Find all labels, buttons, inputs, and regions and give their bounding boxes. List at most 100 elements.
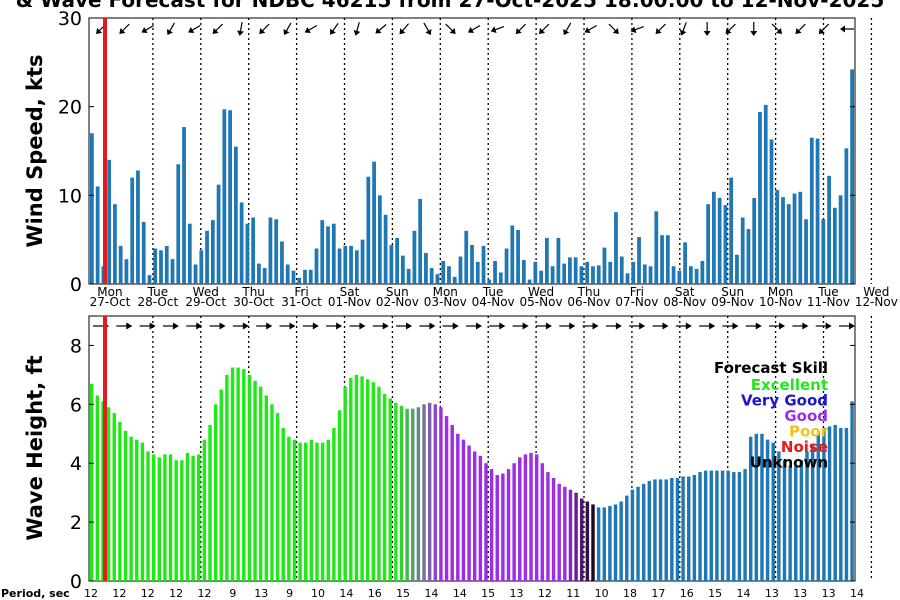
- wave-bar: [703, 470, 708, 581]
- wind-bar: [216, 184, 221, 284]
- wind-arrow: [467, 24, 481, 34]
- wave-bar: [844, 427, 849, 581]
- wind-arrow: [795, 23, 806, 34]
- wind-bar: [763, 104, 768, 284]
- wind-y-axis-label: Wind Speed, kts: [23, 54, 47, 247]
- wave-bar: [349, 377, 353, 581]
- wind-arrow: [283, 22, 292, 36]
- wave-bar: [444, 416, 449, 581]
- wind-bar: [809, 137, 814, 284]
- wind-arrow: [563, 22, 572, 36]
- wave-bar: [675, 477, 680, 581]
- period-label: 12: [538, 587, 552, 600]
- wind-bar: [412, 230, 417, 284]
- wave-bar: [411, 408, 415, 581]
- period-label: 13: [254, 587, 268, 600]
- wind-bar: [147, 275, 152, 284]
- wind-bar: [775, 190, 780, 284]
- wind-bar: [406, 268, 411, 284]
- period-label: 10: [595, 587, 609, 600]
- wave-bar: [225, 374, 229, 581]
- wind-bar: [562, 263, 567, 284]
- wave-bar: [332, 427, 336, 581]
- wave-bar: [709, 470, 713, 581]
- wave-arrow: [442, 322, 459, 330]
- wind-bar: [262, 268, 267, 284]
- wave-bar: [771, 442, 775, 581]
- wind-arrow: [750, 22, 758, 36]
- wind-bar: [164, 245, 169, 284]
- wind-y-tick-label: 20: [58, 97, 82, 119]
- legend-entry: Very Good: [741, 392, 828, 410]
- wave-bar: [512, 463, 516, 581]
- wave-bar: [151, 454, 156, 581]
- wind-bar: [614, 212, 618, 284]
- wind-bar: [291, 270, 296, 284]
- wind-bar: [464, 230, 469, 284]
- period-label: 13: [510, 587, 524, 600]
- wave-bar: [692, 475, 697, 581]
- wind-bar: [619, 256, 624, 284]
- wave-bar: [371, 382, 376, 581]
- wave-bar: [467, 445, 471, 581]
- wind-direction-arrows: [96, 22, 854, 36]
- wind-bar: [815, 138, 820, 284]
- wind-arrow: [141, 24, 154, 34]
- wave-bar: [546, 472, 550, 581]
- wind-bar: [389, 244, 394, 284]
- wave-arrow: [769, 322, 786, 330]
- wave-bar: [833, 424, 837, 581]
- day-label: Tue: [482, 285, 504, 299]
- date-label: 05-Nov: [520, 295, 563, 309]
- wave-bar: [180, 460, 184, 581]
- wind-bar: [579, 266, 584, 284]
- wave-bar: [670, 477, 674, 581]
- wind-arrow: [119, 23, 130, 34]
- wind-bar: [821, 219, 826, 284]
- wave-arrow: [815, 322, 832, 330]
- wind-bar: [228, 110, 232, 284]
- wind-bar: [118, 245, 123, 284]
- now-markers: [103, 18, 107, 581]
- wave-arrow: [139, 322, 156, 330]
- period-label: 10: [311, 587, 325, 600]
- wind-bar: [90, 133, 94, 284]
- wind-arrow: [330, 22, 339, 35]
- wave-bar: [304, 442, 308, 581]
- wave-panel: 0 2 4 6 8 Wave Height, ft Forecast SkillExce…: [1, 315, 873, 600]
- wave-bar: [591, 504, 595, 581]
- wind-bar: [533, 261, 538, 284]
- wave-arrow: [489, 322, 506, 330]
- wind-bar: [735, 254, 739, 284]
- day-label: Tue: [147, 285, 169, 299]
- wind-bar: [746, 229, 751, 284]
- wave-bar: [185, 452, 190, 581]
- wave-bar: [760, 433, 764, 581]
- wave-arrow: [256, 322, 273, 330]
- wind-bar: [706, 204, 711, 284]
- wave-bar: [726, 470, 730, 581]
- wind-bar: [320, 220, 325, 284]
- wind-bar: [372, 161, 376, 284]
- wave-bar: [737, 472, 742, 581]
- wind-bar: [781, 197, 785, 284]
- wave-arrow: [209, 322, 226, 330]
- wave-bar: [850, 401, 854, 581]
- wind-bar: [758, 111, 762, 284]
- wave-bar: [585, 501, 590, 581]
- wind-bar: [274, 219, 279, 284]
- wave-bar: [450, 424, 454, 581]
- wind-bar: [792, 193, 797, 284]
- date-label: 10-Nov: [759, 295, 802, 309]
- wave-arrow: [699, 322, 716, 330]
- wave-bar: [715, 470, 719, 581]
- wave-arrow: [605, 322, 622, 330]
- wind-bar: [268, 217, 273, 284]
- wave-bar: [337, 410, 342, 581]
- wave-arrow: [419, 322, 436, 330]
- wind-bar: [642, 264, 647, 284]
- date-label: 27-Oct: [90, 295, 131, 309]
- legend-entry: Noise: [781, 438, 828, 456]
- wind-bar: [251, 217, 256, 284]
